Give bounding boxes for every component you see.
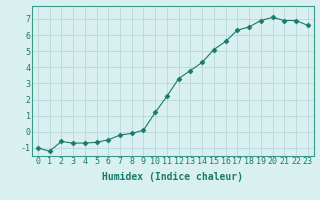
X-axis label: Humidex (Indice chaleur): Humidex (Indice chaleur) bbox=[102, 172, 243, 182]
